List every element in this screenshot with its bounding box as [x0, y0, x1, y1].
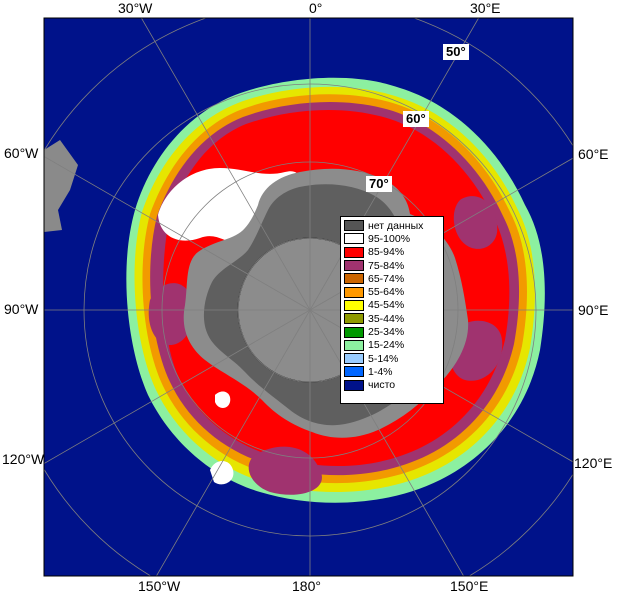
legend-label: 75-84%	[368, 259, 405, 272]
legend-swatch	[344, 313, 364, 325]
legend-label: 5-14%	[368, 352, 399, 365]
lon-label-180-bottom: 180°	[292, 578, 321, 594]
lon-label-150e-bottom: 150°E	[450, 578, 489, 594]
lon-label-90e-right: 90°E	[578, 302, 609, 318]
legend-item: 65-74%	[344, 272, 440, 285]
legend-swatch	[344, 260, 364, 272]
lon-label-30e-top: 30°E	[470, 0, 501, 16]
lat-label-70: 70°	[366, 176, 392, 192]
legend-label: 25-34%	[368, 326, 405, 339]
legend-item: 45-54%	[344, 299, 440, 312]
legend-label: 1-4%	[368, 365, 393, 378]
lon-label-150w-bottom: 150°W	[138, 578, 181, 594]
map-frame-border	[43, 17, 574, 577]
legend-item: 1-4%	[344, 365, 440, 378]
legend-item: нет данных	[344, 219, 440, 232]
legend-swatch	[344, 273, 364, 285]
legend-item: 5-14%	[344, 352, 440, 365]
concentration-legend: нет данных 95-100% 85-94% 75-84% 65-74% 55-64…	[340, 216, 444, 404]
legend-label: 55-64%	[368, 286, 405, 299]
legend-swatch	[344, 353, 364, 365]
legend-item: 35-44%	[344, 312, 440, 325]
lon-label-120w-left: 120°W	[2, 451, 45, 467]
legend-item: 75-84%	[344, 259, 440, 272]
legend-label: нет данных	[368, 219, 424, 232]
legend-swatch	[344, 379, 364, 391]
legend-item: 25-34%	[344, 325, 440, 338]
legend-item: чисто	[344, 379, 440, 392]
lon-label-120e-right: 120°E	[574, 455, 613, 471]
ice-patch-75-84	[248, 446, 322, 495]
legend-swatch	[344, 286, 364, 298]
lon-label-90w-left: 90°W	[4, 301, 39, 317]
legend-label: 65-74%	[368, 272, 405, 285]
south-america-landmass	[44, 140, 78, 232]
legend-swatch	[344, 246, 364, 258]
legend-item: 15-24%	[344, 339, 440, 352]
lat-label-60: 60°	[403, 111, 429, 127]
ice-patch-75-84	[453, 196, 498, 249]
legend-label: чисто	[368, 379, 396, 392]
legend-swatch	[344, 366, 364, 378]
lon-label-0-top: 0°	[309, 0, 323, 16]
legend-label: 35-44%	[368, 312, 405, 325]
legend-label: 15-24%	[368, 339, 405, 352]
ice-patch-95-100	[215, 391, 231, 408]
legend-item: 95-100%	[344, 232, 440, 245]
legend-label: 45-54%	[368, 299, 405, 312]
legend-rows: нет данных 95-100% 85-94% 75-84% 65-74% 55-64…	[344, 219, 440, 392]
lat-label-50: 50°	[443, 44, 469, 60]
legend-swatch	[344, 299, 364, 311]
lon-label-30w-top: 30°W	[118, 0, 153, 16]
legend-swatch	[344, 233, 364, 245]
legend-item: 55-64%	[344, 285, 440, 298]
lon-label-60e-right: 60°E	[578, 146, 609, 162]
legend-item: 85-94%	[344, 246, 440, 259]
legend-swatch	[344, 339, 364, 351]
ice-patch-95-100	[210, 461, 234, 485]
lon-label-60w-left: 60°W	[4, 145, 39, 161]
ice-patch-75-84	[148, 283, 194, 345]
legend-swatch	[344, 220, 364, 232]
legend-label: 95-100%	[368, 232, 411, 245]
legend-swatch	[344, 326, 364, 338]
legend-label: 85-94%	[368, 246, 405, 259]
